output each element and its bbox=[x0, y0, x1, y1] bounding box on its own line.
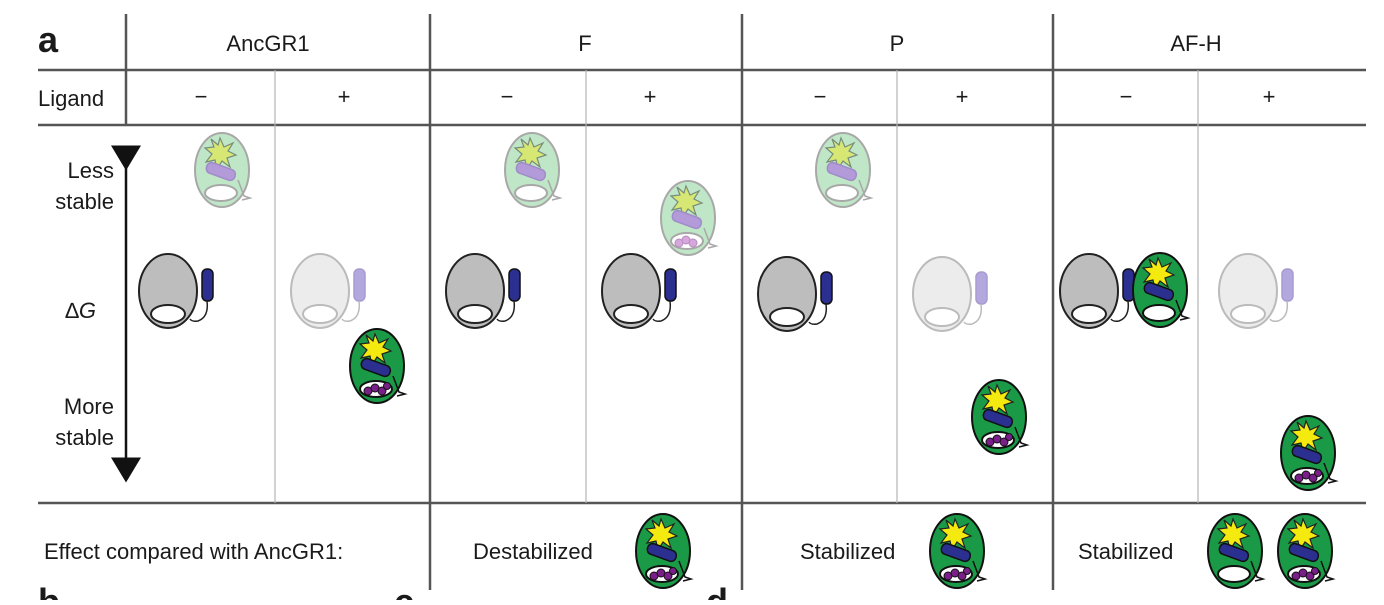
axis-top-line1: Less bbox=[68, 158, 114, 183]
p-plus: + bbox=[956, 84, 969, 109]
receptor-active-ligand-icon bbox=[1278, 514, 1333, 588]
effect-af-h: Stabilized bbox=[1078, 539, 1173, 564]
effect-f: Destabilized bbox=[473, 539, 593, 564]
receptor-active-ligand-icon bbox=[636, 514, 691, 588]
axis-top-line2: stable bbox=[55, 189, 114, 214]
receptor-active-icon bbox=[1208, 514, 1263, 588]
receptor-inactive-ghost-icon bbox=[912, 256, 988, 332]
effect-p: Stabilized bbox=[800, 539, 895, 564]
axis-bottom-line1: More bbox=[64, 394, 114, 419]
receptor-active-ligand-icon bbox=[350, 329, 405, 403]
receptor-inactive-icon bbox=[1059, 253, 1135, 329]
receptor-active-ligand-ghost-icon bbox=[661, 181, 716, 255]
receptor-active-ligand-icon bbox=[930, 514, 985, 588]
receptor-inactive-icon bbox=[601, 253, 677, 329]
receptor-active-ghost-icon bbox=[505, 133, 560, 207]
next-panel-label-d: d bbox=[706, 581, 728, 600]
construct-f: F bbox=[578, 31, 591, 56]
af-h-minus: − bbox=[1120, 84, 1133, 109]
construct-ancgr1: AncGR1 bbox=[226, 31, 309, 56]
p-minus: − bbox=[814, 84, 827, 109]
receptor-inactive-icon bbox=[757, 256, 833, 332]
receptor-inactive-ghost-icon bbox=[290, 253, 366, 329]
receptor-active-ghost-icon bbox=[195, 133, 250, 207]
construct-p: P bbox=[890, 31, 905, 56]
receptor-inactive-icon bbox=[138, 253, 214, 329]
next-panel-label-b: b bbox=[38, 581, 60, 600]
receptor-inactive-icon bbox=[445, 253, 521, 329]
ligand-row-label: Ligand bbox=[38, 86, 104, 111]
f-plus: + bbox=[644, 84, 657, 109]
receptor-active-ligand-icon bbox=[1281, 416, 1336, 490]
receptor-inactive-ghost-icon bbox=[1218, 253, 1294, 329]
ancgr1-minus: − bbox=[195, 84, 208, 109]
effect-label: Effect compared with AncGR1: bbox=[44, 539, 343, 564]
receptor-active-ligand-icon bbox=[972, 380, 1027, 454]
receptor-active-ghost-icon bbox=[816, 133, 871, 207]
f-minus: − bbox=[501, 84, 514, 109]
axis-delta-g: ∆G bbox=[65, 298, 96, 323]
axis-bottom-line2: stable bbox=[55, 425, 114, 450]
construct-af-h: AF-H bbox=[1170, 31, 1221, 56]
ancgr1-plus: + bbox=[338, 84, 351, 109]
receptor-active-icon bbox=[1133, 253, 1188, 327]
panel-label: a bbox=[38, 19, 59, 60]
table-grid bbox=[38, 14, 1366, 590]
af-h-plus: + bbox=[1263, 84, 1276, 109]
next-panel-label-c: c bbox=[394, 581, 414, 600]
